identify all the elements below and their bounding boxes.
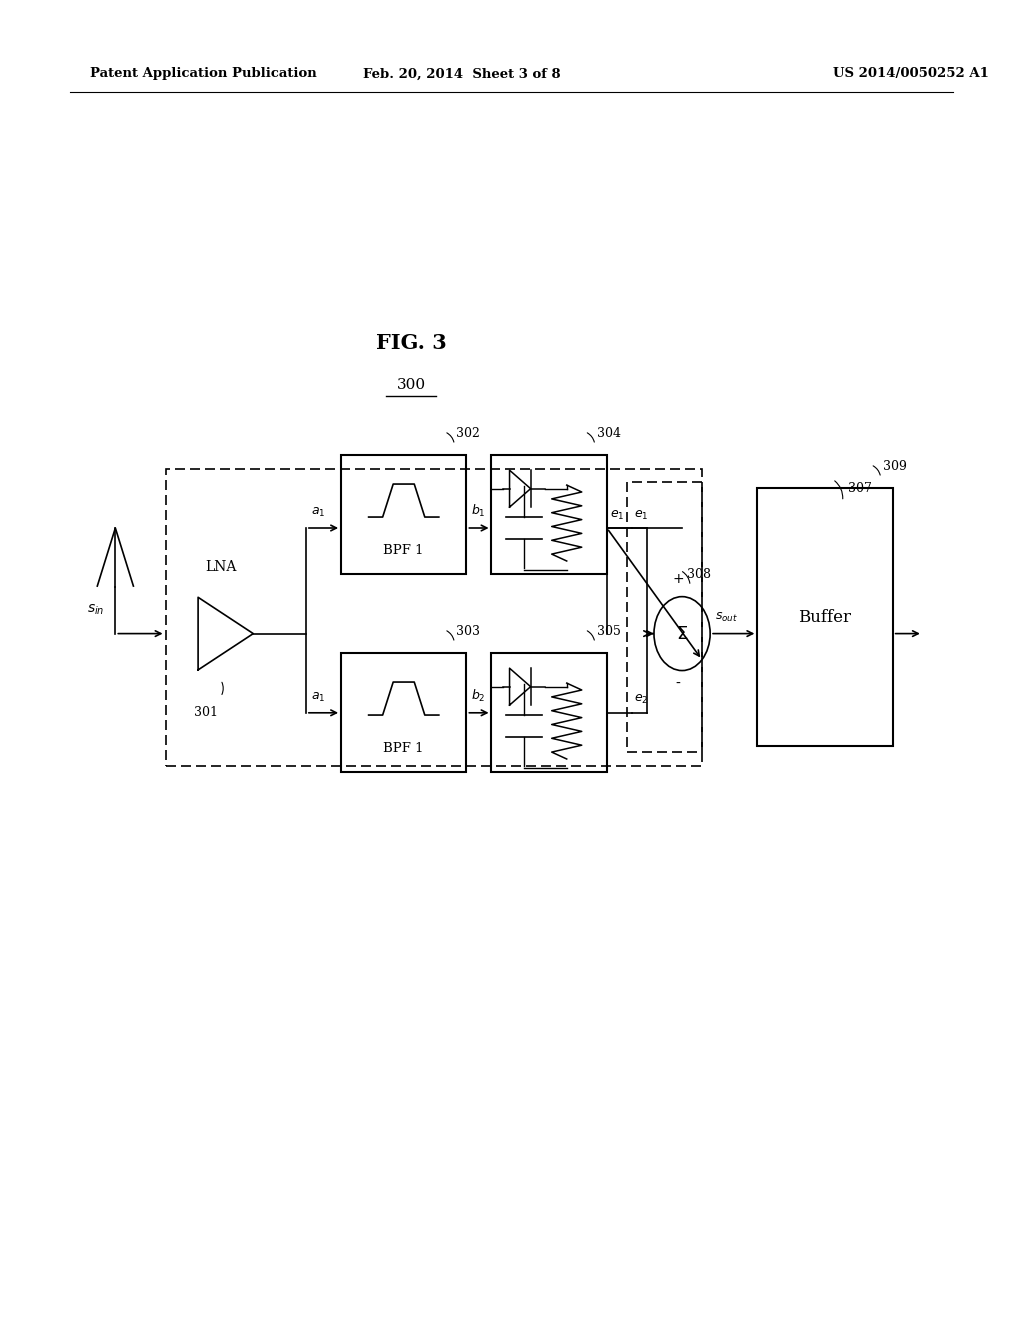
Text: +: + (672, 572, 684, 586)
Text: BPF 1: BPF 1 (383, 742, 424, 755)
Text: 308: 308 (687, 568, 711, 581)
Text: 304: 304 (597, 426, 621, 440)
Text: US 2014/0050252 A1: US 2014/0050252 A1 (833, 67, 988, 81)
Text: 305: 305 (597, 624, 621, 638)
Text: $b_2$: $b_2$ (471, 688, 486, 704)
Text: LNA: LNA (205, 560, 237, 574)
Text: $e_1$: $e_1$ (634, 508, 648, 521)
Text: $\Sigma$: $\Sigma$ (676, 624, 688, 643)
Text: 302: 302 (457, 426, 480, 440)
Text: $a_1$: $a_1$ (311, 690, 326, 704)
Text: 300: 300 (396, 379, 426, 392)
Text: Buffer: Buffer (799, 609, 852, 626)
Text: 307: 307 (848, 482, 871, 495)
Text: $s_{out}$: $s_{out}$ (715, 611, 738, 624)
Text: $a_1$: $a_1$ (311, 506, 326, 519)
Text: FIG. 3: FIG. 3 (376, 333, 446, 354)
Text: $b_1$: $b_1$ (471, 503, 486, 519)
Text: $e_2$: $e_2$ (634, 693, 648, 706)
Text: 309: 309 (883, 459, 906, 473)
Text: BPF 1: BPF 1 (383, 544, 424, 557)
Text: -: - (676, 677, 681, 692)
Text: Patent Application Publication: Patent Application Publication (90, 67, 317, 81)
Text: 301: 301 (194, 706, 218, 719)
Text: $s_{in}$: $s_{in}$ (87, 603, 104, 616)
Text: Feb. 20, 2014  Sheet 3 of 8: Feb. 20, 2014 Sheet 3 of 8 (362, 67, 560, 81)
Text: 303: 303 (457, 624, 480, 638)
Text: $e_1$: $e_1$ (610, 508, 625, 521)
